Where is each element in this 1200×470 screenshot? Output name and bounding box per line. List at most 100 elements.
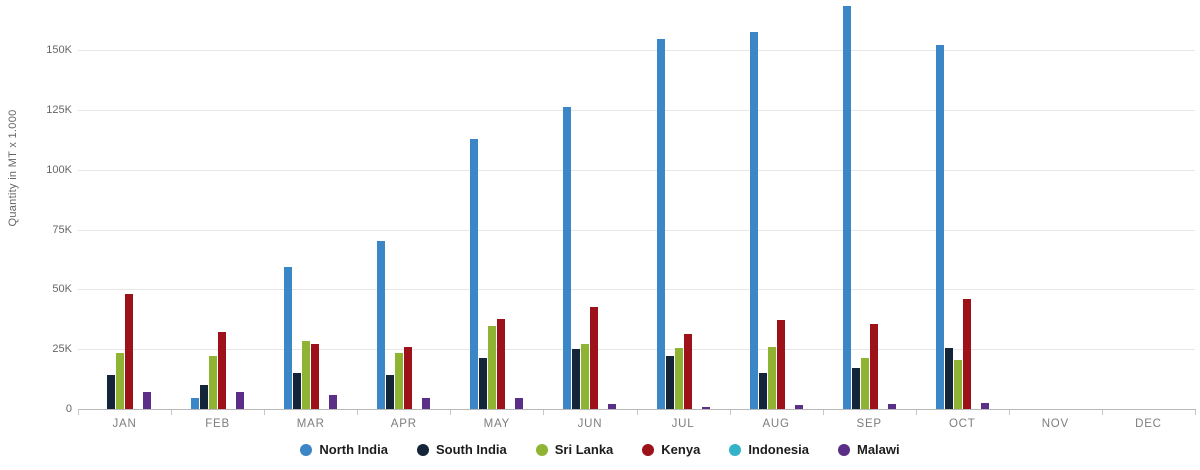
x-label-oct: OCT [948,418,976,430]
y-tick-50k: 50K [52,283,72,296]
bar-south-india-jan[interactable] [107,375,116,409]
x-label-dec: DEC [1135,418,1162,430]
x-label-jun: JUN [577,418,603,430]
bar-north-india-aug[interactable] [749,32,758,409]
bar-north-india-may[interactable] [470,138,479,409]
bar-malawi-feb[interactable] [236,392,245,409]
x-label-feb: FEB [205,418,230,430]
bar-south-india-apr[interactable] [386,375,395,409]
bar-kenya-jun[interactable] [590,307,599,409]
x-axis-tick [822,410,824,415]
x-label-nov: NOV [1041,418,1070,430]
bar-kenya-apr[interactable] [404,346,413,409]
gridline-100k [78,169,1195,171]
bar-north-india-jun[interactable] [563,107,572,409]
legend-item-sri-lanka[interactable]: Sri Lanka [535,442,614,457]
bar-north-india-jul[interactable] [656,39,665,409]
x-label-may: MAY [483,418,511,430]
bar-malawi-jul[interactable] [701,406,710,409]
bar-north-india-feb[interactable] [191,398,200,409]
legend: North India South India Sri Lanka Kenya Indo… [0,442,1200,457]
bar-south-india-mar[interactable] [293,373,302,409]
bar-malawi-aug[interactable] [794,405,803,409]
bar-north-india-mar[interactable] [284,266,293,409]
bar-south-india-aug[interactable] [758,373,767,409]
bar-kenya-sep[interactable] [869,324,878,409]
bar-kenya-feb[interactable] [218,332,227,409]
bar-malawi-mar[interactable] [329,394,338,409]
legend-item-south-india[interactable]: South India [416,442,507,457]
bar-malawi-sep[interactable] [887,404,896,409]
x-label-jul: JUL [671,418,695,430]
bar-sri-lanka-oct[interactable] [953,359,962,409]
y-tick-125k: 125K [46,103,72,116]
x-axis-tick [543,410,545,415]
bar-south-india-jun[interactable] [572,349,581,409]
gridline-50k [78,289,1195,291]
legend-label: Sri Lanka [554,442,614,457]
bar-south-india-sep[interactable] [851,368,860,409]
bar-south-india-oct[interactable] [944,347,953,409]
gridline-25k [78,349,1195,351]
bar-kenya-jul[interactable] [683,333,692,409]
legend-item-malawi[interactable]: Malawi [838,442,900,457]
x-label-aug: AUG [762,418,790,430]
bar-south-india-may[interactable] [479,357,488,409]
legend-item-north-india[interactable]: North India [300,442,388,457]
legend-label: North India [319,442,388,457]
bar-north-india-oct[interactable] [935,45,944,409]
x-axis-tick [1101,410,1103,415]
legend-label: Indonesia [748,442,809,457]
legend-label: Malawi [857,442,900,457]
bar-north-india-apr[interactable] [377,241,386,409]
bar-sri-lanka-jul[interactable] [674,347,683,409]
bar-malawi-jun[interactable] [608,404,617,409]
bar-sri-lanka-jun[interactable] [581,344,590,409]
x-axis-tick [1008,410,1010,415]
bar-malawi-jan[interactable] [143,392,152,409]
bar-kenya-oct[interactable] [962,298,971,409]
y-tick-100k: 100K [46,163,72,176]
x-axis-tick [636,410,638,415]
bar-kenya-jan[interactable] [125,294,134,409]
bar-sri-lanka-sep[interactable] [860,357,869,409]
legend-item-kenya[interactable]: Kenya [642,442,700,457]
bar-sri-lanka-may[interactable] [488,326,497,409]
x-axis-tick [915,410,917,415]
legend-marker-malawi-icon [838,443,850,456]
legend-marker-indonesia-icon [729,443,742,456]
bar-kenya-aug[interactable] [776,320,785,409]
legend-marker-sri-lanka-icon [535,443,548,456]
y-tick-75k: 75K [52,223,72,236]
bar-malawi-may[interactable] [515,398,524,409]
bar-malawi-apr[interactable] [422,398,431,409]
y-axis-title: Quantity in MT x 1.000 [7,109,19,227]
y-tick-0: 0 [65,403,72,415]
y-tick-150k: 150K [46,44,72,56]
legend-label: South India [435,442,507,457]
x-axis-tick [729,410,731,415]
legend-marker-south-india-icon [416,443,429,456]
bar-kenya-mar[interactable] [311,344,320,409]
legend-item-indonesia[interactable]: Indonesia [729,442,809,457]
bar-kenya-may[interactable] [497,319,506,409]
gridline-75k [78,229,1195,231]
bar-sri-lanka-feb[interactable] [209,356,218,409]
y-tick-25k: 25K [52,343,72,356]
bar-north-india-sep[interactable] [842,5,851,409]
bar-sri-lanka-mar[interactable] [302,340,311,409]
bar-sri-lanka-jan[interactable] [116,352,125,409]
x-axis-tick [264,410,266,415]
x-axis-tick [1195,410,1196,415]
x-axis-tick [171,410,173,415]
bar-malawi-oct[interactable] [980,403,989,409]
x-axis-tick [450,410,452,415]
bar-sri-lanka-apr[interactable] [395,352,404,409]
bar-south-india-feb[interactable] [200,385,209,409]
bar-south-india-jul[interactable] [665,356,674,409]
bar-sri-lanka-aug[interactable] [767,346,776,409]
legend-marker-kenya-icon [642,443,655,456]
x-axis-tick [78,410,79,415]
x-label-apr: APR [390,418,417,430]
